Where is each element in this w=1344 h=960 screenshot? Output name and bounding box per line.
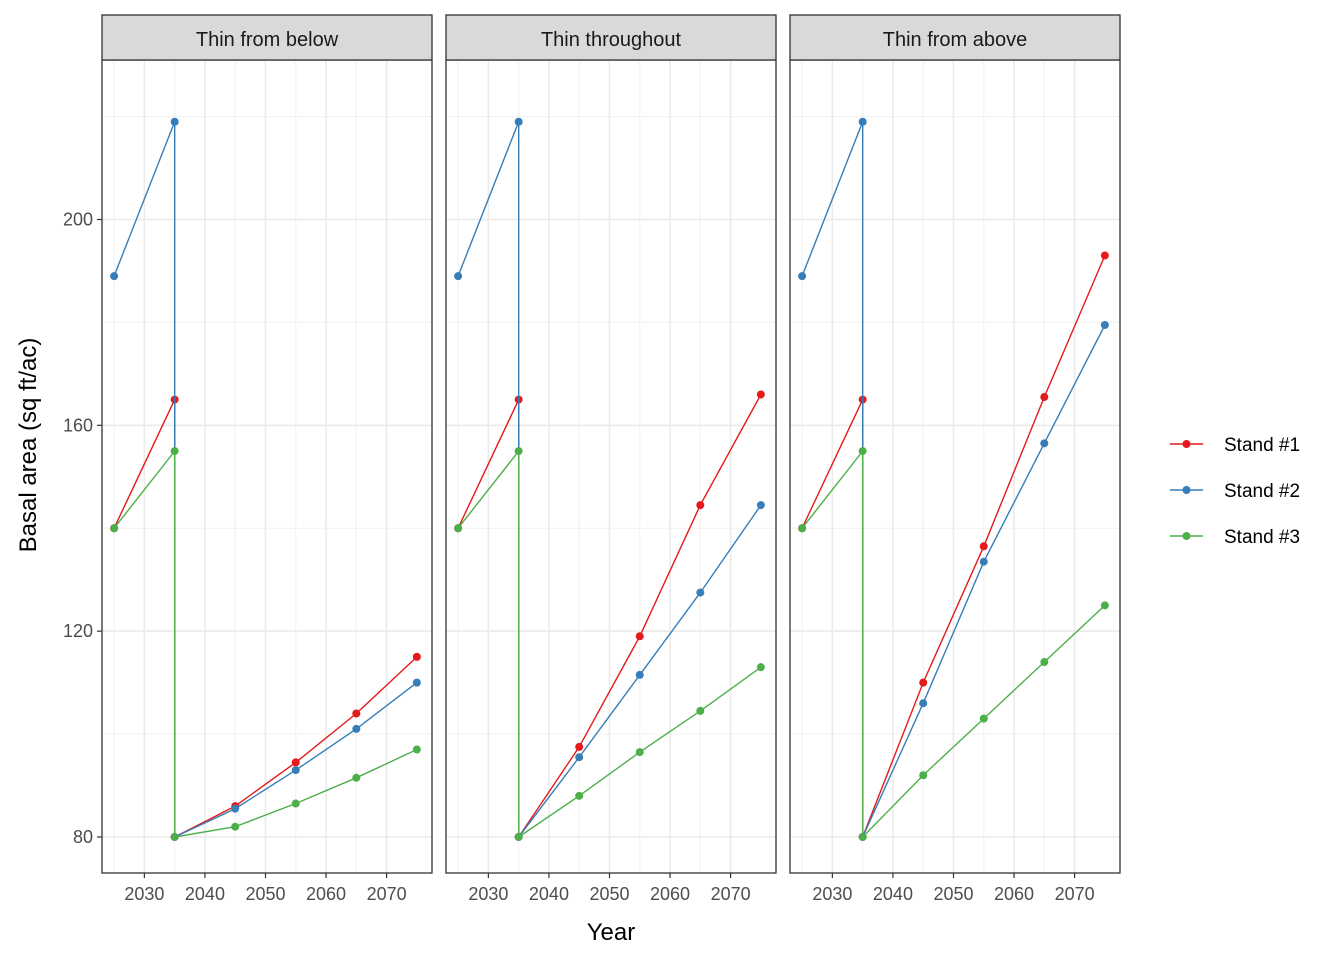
data-point [1100,251,1109,260]
data-point [170,832,179,841]
data-point [575,791,584,800]
data-point [231,822,240,831]
data-point [454,272,463,281]
data-point [635,670,644,679]
data-point [514,117,523,126]
data-point [110,272,119,281]
y-tick-label: 160 [63,415,93,435]
panel-background [790,60,1120,873]
data-point [919,678,928,687]
data-point [919,771,928,780]
y-tick-label: 120 [63,621,93,641]
legend-label: Stand #2 [1224,481,1300,502]
y-axis-title: Basal area (sq ft/ac) [15,338,42,553]
data-point [1100,320,1109,329]
data-point [979,542,988,551]
facet-strip-label: Thin from above [883,29,1028,51]
data-point [1040,658,1049,667]
data-point [858,832,867,841]
data-point [696,588,705,597]
data-point [919,699,928,708]
data-point [635,748,644,757]
facet-strip [789,14,1121,61]
data-point [514,832,523,841]
data-point [575,742,584,751]
x-tick-label: 2050 [933,884,973,904]
data-point [454,524,463,533]
data-point [858,117,867,126]
legend-label: Stand #1 [1224,435,1300,456]
data-point [170,117,179,126]
data-point [1100,601,1109,610]
x-tick-label: 2060 [650,884,690,904]
data-point [858,447,867,456]
x-tick-label: 2030 [124,884,164,904]
x-tick-label: 2050 [245,884,285,904]
facet-strip-label: Thin from below [196,29,339,51]
x-tick-label: 2060 [306,884,346,904]
y-tick-label: 200 [63,210,93,230]
x-axis-title: Year [587,919,636,946]
data-point [412,652,421,661]
facet-strip [445,14,777,61]
data-point [412,745,421,754]
data-point [412,678,421,687]
data-point [635,632,644,641]
data-point [170,447,179,456]
legend-key-point [1182,532,1191,540]
x-tick-label: 2040 [185,884,225,904]
y-tick-label: 80 [73,827,93,847]
x-tick-label: 2040 [873,884,913,904]
data-point [979,557,988,566]
legend-key-point [1182,440,1191,448]
data-point [756,663,765,672]
x-tick-label: 2030 [468,884,508,904]
x-tick-label: 2060 [994,884,1034,904]
data-point [696,501,705,510]
facet-strip [101,14,433,61]
data-point [231,804,240,813]
data-point [756,390,765,399]
data-point [575,753,584,762]
data-point [979,714,988,723]
facet-strip-label: Thin throughout [541,29,682,51]
data-point [291,758,300,767]
x-tick-label: 2040 [529,884,569,904]
x-tick-label: 2070 [367,884,407,904]
data-point [798,524,807,533]
data-point [352,709,361,718]
data-point [1040,439,1049,448]
x-tick-label: 2030 [812,884,852,904]
x-tick-label: 2070 [1055,884,1095,904]
data-point [352,773,361,782]
data-point [798,272,807,281]
x-tick-label: 2050 [589,884,629,904]
legend-label: Stand #3 [1224,527,1300,548]
data-point [756,501,765,510]
data-point [291,766,300,775]
data-point [514,447,523,456]
panel-background [102,60,432,873]
data-point [1040,393,1049,402]
x-tick-label: 2070 [711,884,751,904]
data-point [352,724,361,733]
data-point [696,706,705,715]
data-point [110,524,119,533]
legend-key-point [1182,486,1191,494]
data-point [291,799,300,808]
